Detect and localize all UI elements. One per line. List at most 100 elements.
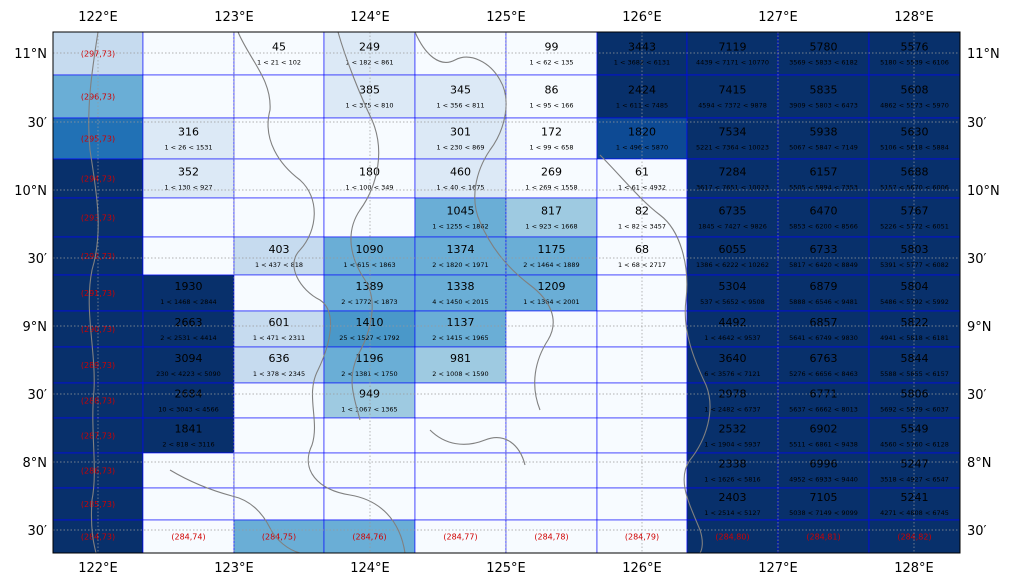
cell-value: 6996: [810, 458, 838, 471]
cell-range: 4862 < 5573 < 5970: [880, 102, 949, 110]
cell-index-label: (284,78): [534, 533, 568, 542]
grid-cell: [142, 117, 235, 160]
cell-range: 1386 < 6222 < 10262: [696, 261, 769, 269]
cell-range: 1 < 3682 < 6131: [614, 59, 670, 67]
grid-cell: [142, 158, 235, 199]
grid-cell: [142, 417, 235, 454]
grid-cell: [233, 117, 325, 160]
cell-range: 25 < 1527 < 1792: [339, 334, 400, 342]
cell-range: 5180 < 5539 < 6106: [880, 59, 949, 67]
cell-range: 5221 < 7364 < 10023: [696, 144, 769, 152]
cell-range: 1 < 923 < 1668: [525, 223, 577, 231]
cell-range: 5511 < 6861 < 9438: [789, 441, 858, 449]
grid-cell: [233, 310, 325, 348]
cell-value: 6735: [719, 205, 747, 218]
cell-value: 1175: [538, 243, 566, 256]
cell-range: 6 < 3576 < 7121: [704, 370, 760, 378]
latitude-label-right: 30′: [967, 116, 987, 131]
cell-value: 5688: [901, 166, 929, 179]
grid-cell: [505, 74, 598, 119]
grid-cell: [142, 310, 235, 348]
cell-range: 4941 < 5818 < 6181: [880, 334, 949, 342]
grid-cell: [868, 487, 961, 521]
cell-range: 5637 < 6662 < 8013: [789, 406, 858, 414]
cell-value: 269: [541, 166, 562, 179]
cell-range: 1 < 437 < 818: [255, 261, 303, 269]
grid-cell: [868, 274, 961, 312]
cell-range: 1 < 1364 < 2001: [523, 298, 579, 306]
cell-range: 4952 < 6933 < 9440: [789, 476, 858, 484]
grid-cell: [323, 519, 416, 554]
grid-cell: [868, 197, 961, 238]
cell-value: 2663: [175, 316, 203, 329]
grid-cell: [142, 346, 235, 384]
cell-index-label: (284,77): [443, 533, 477, 542]
latitude-label-left: 10°N: [14, 184, 47, 199]
cell-value: 1930: [175, 280, 203, 293]
cell-value: 6157: [810, 166, 838, 179]
axes-layer: 122°E 122°E 123°E 123°E 124°E 124°E 125°E 125°E…: [14, 10, 1000, 576]
cell-value: 403: [269, 243, 290, 256]
grid-cell: [505, 417, 598, 454]
cell-range: 1 < 2482 < 6737: [704, 406, 760, 414]
cell-value: 4492: [719, 316, 747, 329]
cell-range: 5226 < 5772 < 6051: [880, 223, 949, 231]
grid-cell: [505, 519, 598, 554]
grid-cell: [505, 382, 598, 419]
grid-cell: [686, 452, 779, 489]
cell-value: 249: [359, 41, 380, 54]
cell-range: 1 < 26 < 1531: [164, 144, 212, 152]
grid-cell: [686, 158, 779, 199]
grid-cell: [142, 74, 235, 119]
grid-cell: [686, 417, 779, 454]
latitude-label-left: 11°N: [14, 47, 47, 62]
cell-value: 1045: [447, 205, 475, 218]
cell-index-label: (284,80): [715, 533, 749, 542]
cell-value: 6857: [810, 316, 838, 329]
grid-cell: [323, 158, 416, 199]
grid-cell: [777, 519, 870, 554]
cell-range: 5888 < 6546 < 9481: [789, 298, 858, 306]
cell-range: 1 < 230 < 869: [436, 144, 484, 152]
grid-cell: [414, 274, 507, 312]
cell-value: 2684: [175, 388, 203, 401]
grid-cell: [323, 487, 416, 521]
grid-cell: [323, 197, 416, 238]
cell-range: 2 < 1820 < 1971: [432, 261, 488, 269]
grid-cell: [868, 310, 961, 348]
cell-range: 5692 < 5879 < 6037: [880, 406, 949, 414]
latitude-label-left: 30′: [28, 252, 48, 267]
cell-range: 230 < 4223 < 5090: [156, 370, 221, 378]
grid-cell: [142, 452, 235, 489]
grid-cell: [777, 236, 870, 276]
cell-index-label: (284,74): [171, 533, 205, 542]
longitude-label-bottom: 122°E: [78, 561, 118, 576]
cell-range: 1 < 182 < 861: [345, 59, 393, 67]
grid-cell: [868, 158, 961, 199]
cell-range: 1 < 68 < 2717: [618, 261, 666, 269]
longitude-label-top: 128°E: [894, 10, 934, 25]
cell-value: 1209: [538, 280, 566, 293]
graticule-lines: [53, 32, 960, 553]
cell-value: 5844: [901, 352, 929, 365]
grid-cell: [233, 487, 325, 521]
cell-index-label: (295,73): [81, 135, 115, 144]
cell-range: 5588 < 5855 < 6157: [880, 370, 949, 378]
grid-cell: [142, 487, 235, 521]
grid-cell: [868, 346, 961, 384]
cell-range: 1 < 130 < 927: [164, 184, 212, 192]
cell-value: 2403: [719, 491, 747, 504]
latitude-label-right: 10°N: [967, 184, 1000, 199]
cell-range: 5391 < 5777 < 6082: [880, 261, 949, 269]
grid-cell: [777, 74, 870, 119]
cell-value: 7105: [810, 491, 838, 504]
grid-cell: [505, 158, 598, 199]
cell-value: 45: [272, 41, 286, 54]
cell-range: 3617 < 7651 < 10023: [696, 184, 769, 192]
latitude-label-left: 8°N: [23, 456, 48, 471]
cell-value: 1374: [447, 243, 475, 256]
cell-range: 1 < 375 < 810: [345, 102, 393, 110]
grid-cell: [777, 197, 870, 238]
